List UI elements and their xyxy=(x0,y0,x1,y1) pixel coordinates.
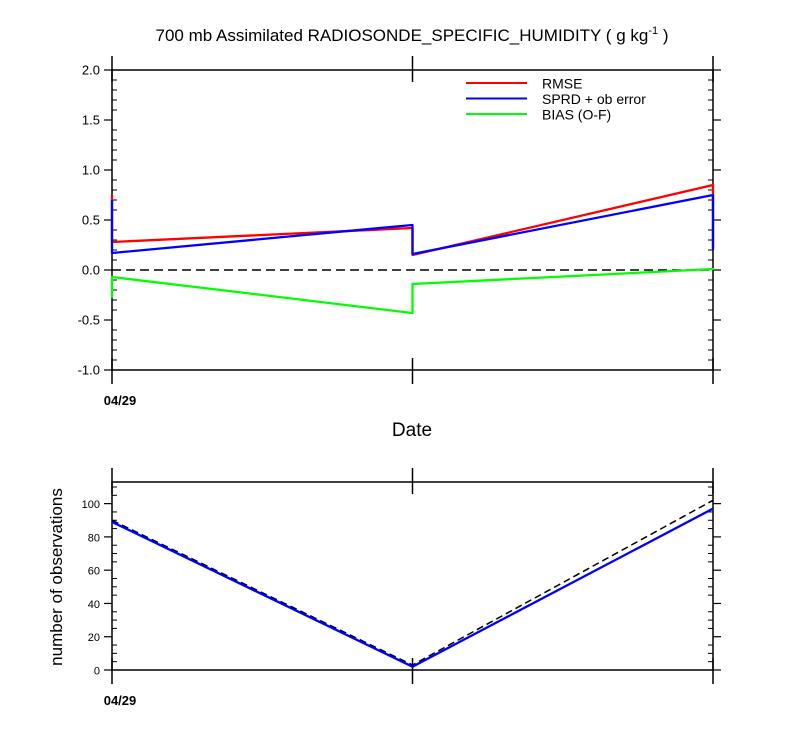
top-legend-label: BIAS (O-F) xyxy=(542,107,611,123)
bottom-series-line-assimilated xyxy=(111,507,714,668)
top-y-tick-label: 2.0 xyxy=(82,63,100,78)
top-y-tick-label: 1.0 xyxy=(82,163,100,178)
top-y-tick-label: 0.0 xyxy=(82,263,100,278)
top-y-tick-label: 1.5 xyxy=(82,113,100,128)
top-y-tick-label: 0.5 xyxy=(82,213,100,228)
bottom-y-tick-label: 60 xyxy=(88,566,100,578)
top-x-tick-label: 04/29 xyxy=(104,393,137,408)
top-series-line-bias-o-f xyxy=(110,267,715,315)
bottom-y-tick-label: 80 xyxy=(88,532,100,544)
bottom-x-tick-label: 04/29 xyxy=(104,693,137,708)
top-series-line-sprd-ob-error xyxy=(110,193,715,256)
top-chart-title-main: 700 mb Assimilated RADIOSONDE_SPECIFIC_H… xyxy=(156,26,649,45)
bottom-plot-area: 0 20 40 60 80 100 04/29 xyxy=(82,468,721,708)
bottom-y-tick-label: 20 xyxy=(88,632,100,644)
top-legend-label: SPRD + ob error xyxy=(542,91,646,107)
top-legend-label: RMSE xyxy=(542,76,582,92)
bottom-y-tick-label: 100 xyxy=(82,499,100,511)
bottom-y-tick-label: 0 xyxy=(94,666,100,678)
top-plot-frame xyxy=(111,69,714,371)
top-chart-title-superscript: -1 xyxy=(648,25,658,37)
top-chart-title: 700 mb Assimilated RADIOSONDE_SPECIFIC_H… xyxy=(156,25,669,45)
top-x-axis-label: Date xyxy=(392,420,432,441)
bottom-plot-frame xyxy=(111,481,714,671)
top-y-tick-label: -1.0 xyxy=(78,363,100,378)
top-chart-title-suffix: ) xyxy=(658,26,668,45)
top-y-tick-label: -0.5 xyxy=(78,313,100,328)
bottom-series-line-possible xyxy=(111,499,714,666)
bottom-y-tick-label: 40 xyxy=(88,599,100,611)
bottom-y-axis-label: number of observations xyxy=(47,488,66,666)
